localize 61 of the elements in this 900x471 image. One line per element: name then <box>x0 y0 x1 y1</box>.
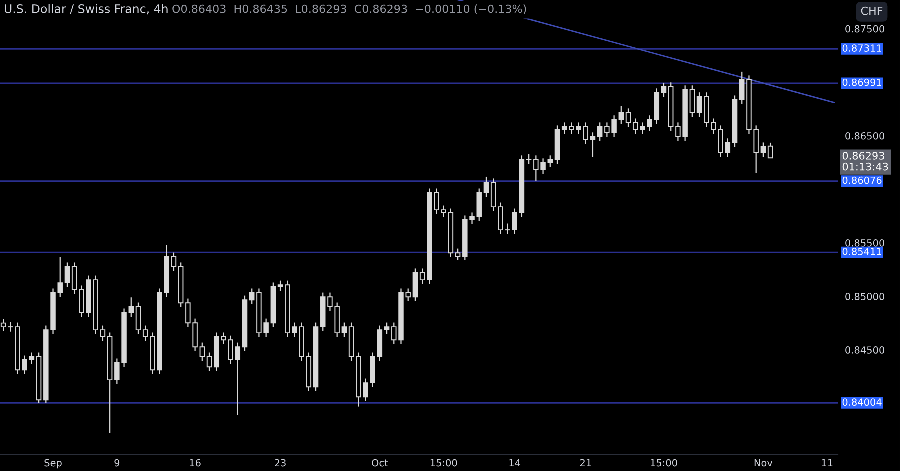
ref-line-label: 0.87311 <box>842 44 882 52</box>
candlestick <box>206 352 212 372</box>
candlestick <box>661 82 667 98</box>
y-axis-title: CHF <box>861 6 883 16</box>
candlestick <box>0 318 6 332</box>
candlestick <box>136 302 142 335</box>
candlestick <box>142 325 148 342</box>
text: 0.86293 01:13:43 <box>842 152 888 171</box>
ref-line-label: 0.86076 <box>842 176 882 184</box>
candlestick <box>626 108 632 128</box>
x-tick-label: 15:00 <box>651 459 678 467</box>
candlestick <box>64 262 70 288</box>
candlestick <box>526 154 532 165</box>
candlestick <box>278 280 284 292</box>
y-tick-label: 0.85000 <box>846 293 885 300</box>
y-tick-label: 0.86500 <box>846 132 885 140</box>
candlestick <box>420 268 426 285</box>
y-tick-label: 0.85500 <box>846 240 885 247</box>
candlestick <box>548 155 553 168</box>
ref-line-label: 0.84004 <box>842 398 882 406</box>
candlestick <box>562 122 568 135</box>
candlestick <box>583 122 589 145</box>
y-tick-label: 0.87500 <box>846 25 885 33</box>
chart-subtitle: O0.86403 H0.86435 L0.86293 C0.86293 −0.00110 (−0.13%) <box>172 4 526 15</box>
candlestick <box>100 325 106 342</box>
candlestick <box>696 92 702 118</box>
x-tick-label: 15:00 <box>430 459 458 467</box>
chart-title: U.S. Dollar / Swiss Franc, 4h <box>5 4 168 15</box>
candlestick <box>484 176 490 198</box>
x-tick-label: 9 <box>114 459 120 467</box>
y-tick-label: 0.84500 <box>846 346 885 354</box>
candlestick <box>740 71 745 105</box>
candlestick <box>512 208 518 235</box>
x-tick-label: 14 <box>510 459 521 467</box>
candlestick <box>235 342 241 416</box>
candlestick <box>200 342 206 362</box>
candlestick <box>618 105 624 125</box>
x-tick-label: 21 <box>580 459 592 467</box>
x-tick-label: Oct <box>372 459 388 467</box>
ref-line-label: 0.86991 <box>842 78 882 86</box>
candlestick <box>725 138 731 158</box>
candlestick <box>72 262 78 295</box>
candlestick <box>384 322 390 335</box>
candlestick <box>768 142 774 159</box>
x-tick-label: 11 <box>822 459 833 467</box>
x-tick-label: 23 <box>275 459 286 467</box>
candlestick <box>29 352 35 365</box>
x-tick-label: Sep <box>44 459 62 469</box>
candlestick <box>690 85 696 118</box>
x-tick-label: 16 <box>190 459 201 467</box>
candlestick <box>128 297 134 318</box>
candlestick <box>760 142 766 158</box>
candlestick <box>171 252 177 272</box>
candlestick <box>455 248 461 261</box>
candlestick <box>597 122 603 142</box>
candlestick <box>632 118 638 135</box>
candlestick <box>590 132 596 158</box>
candlestick <box>249 288 255 305</box>
x-tick-label: Nov <box>754 459 773 467</box>
ref-line-label: 0.85411 <box>842 248 882 256</box>
candlestick <box>342 322 348 338</box>
